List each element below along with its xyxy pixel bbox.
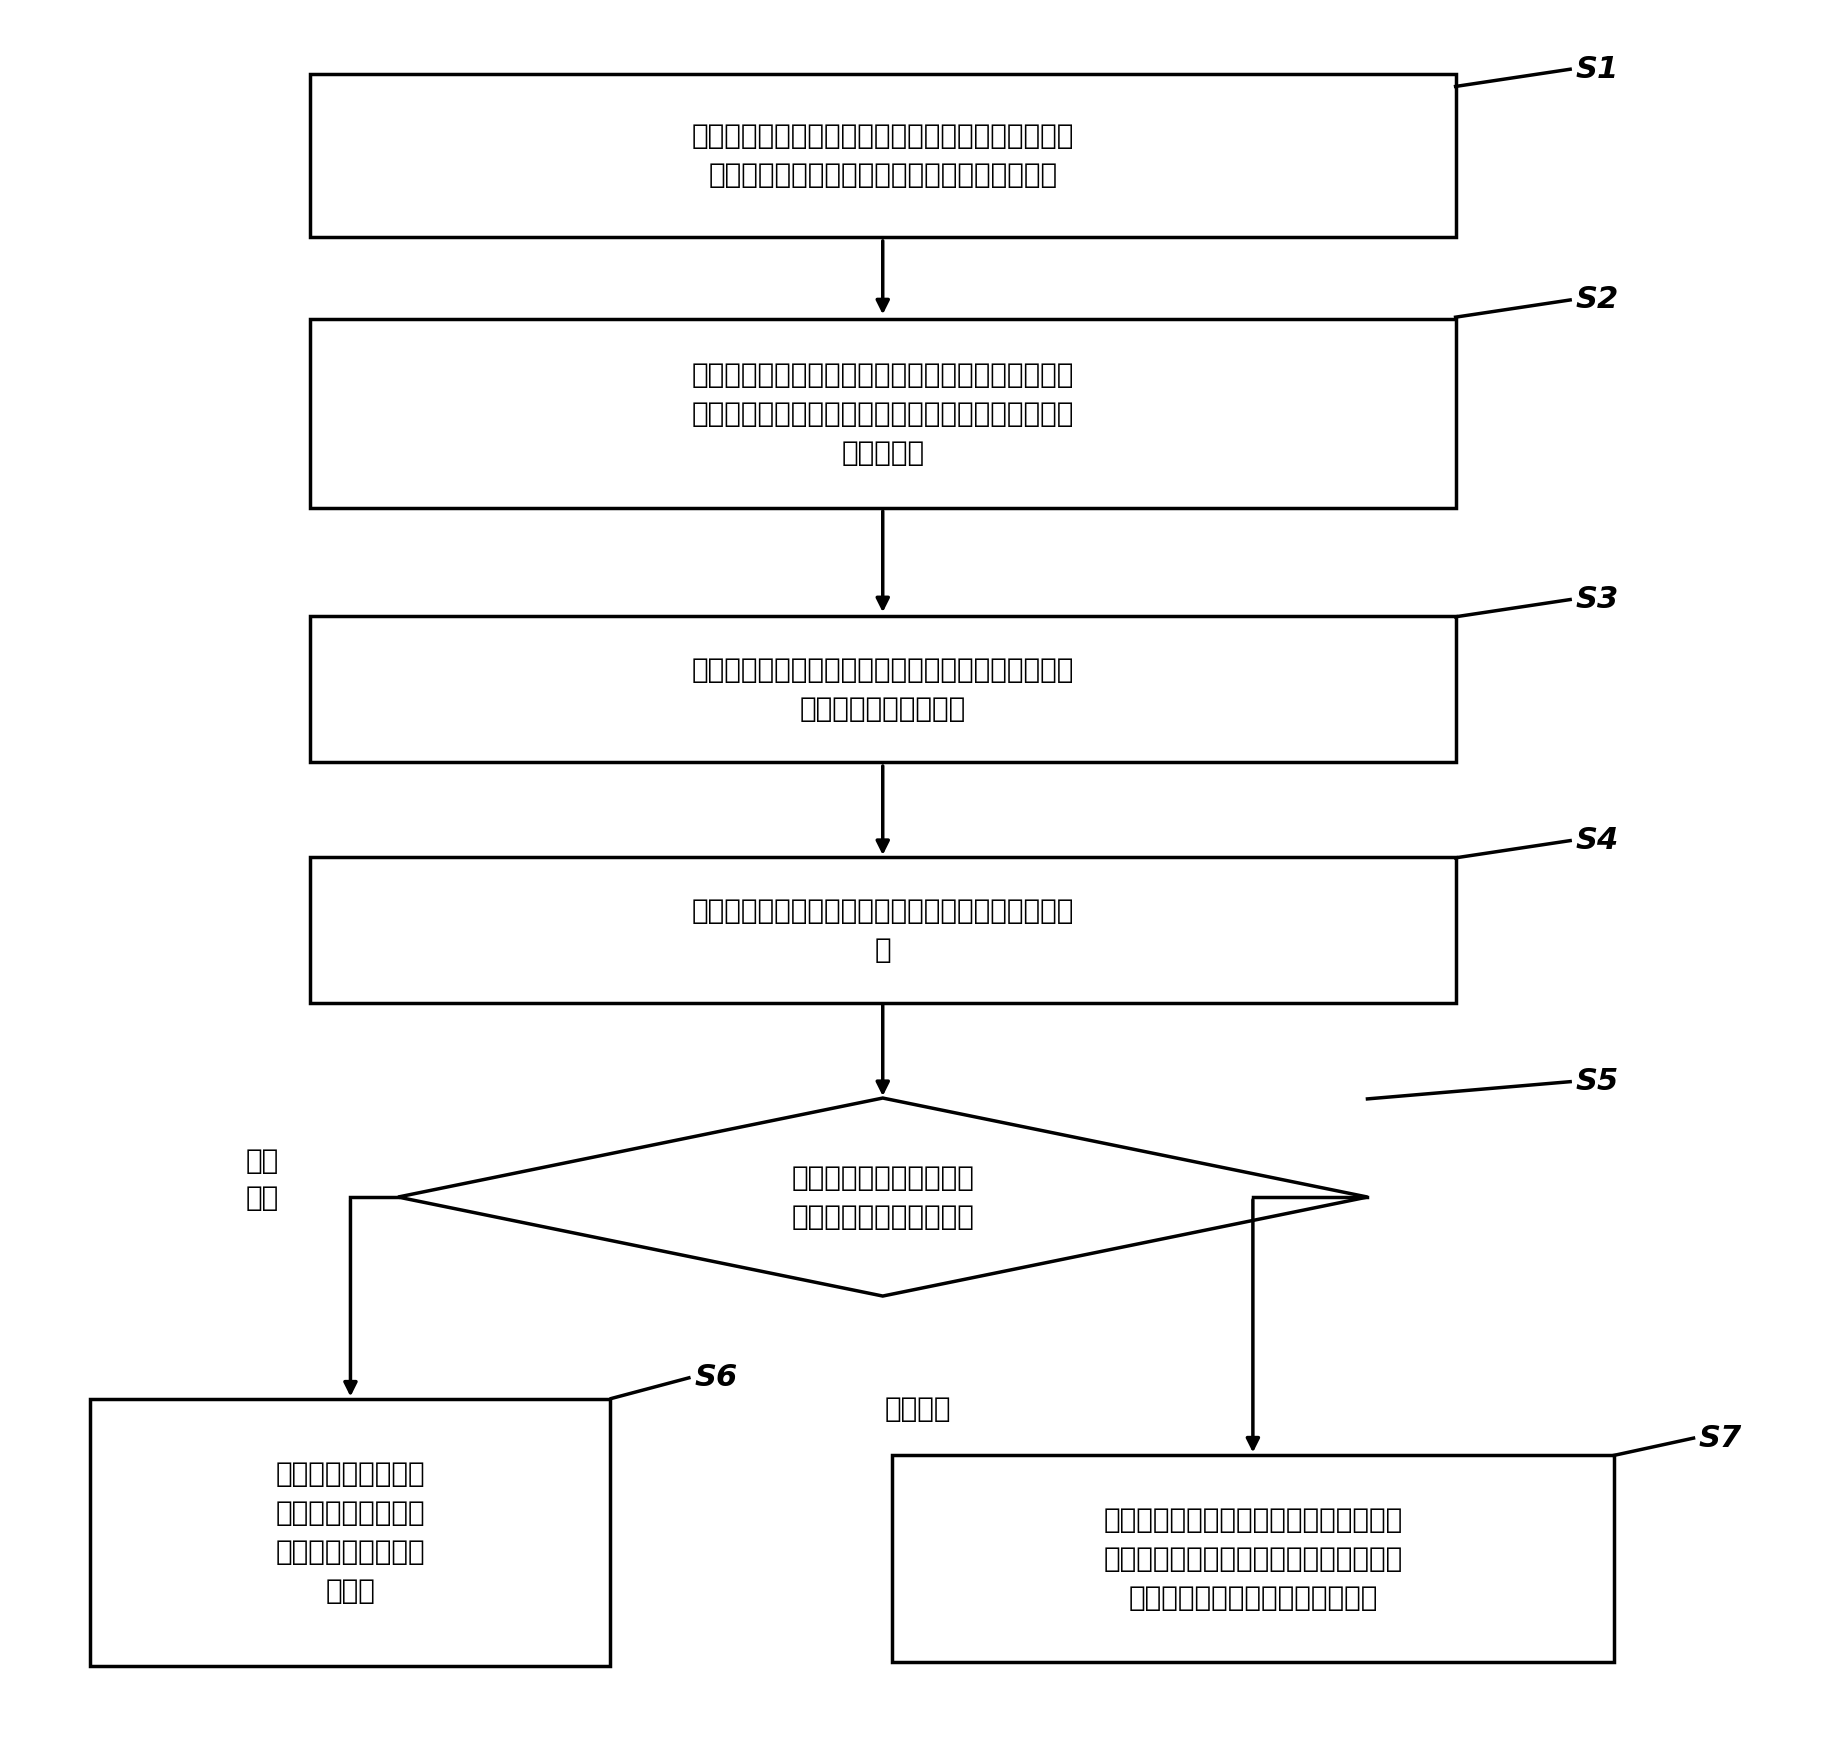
Text: 主要参数: 主要参数 xyxy=(885,1395,951,1423)
FancyBboxPatch shape xyxy=(310,857,1456,1003)
Text: 根据所述待测参数的关联性，调整所述数
值对应的初始阈值范围或者与所述数值相
关的其它待测参数的初始阈值范围: 根据所述待测参数的关联性，调整所述数 值对应的初始阈值范围或者与所述数值相 关的… xyxy=(1103,1506,1403,1611)
Text: 增大所述数值对应的
初始阈值范围，使所
述数值位于新的阈值
范围内: 增大所述数值对应的 初始阈值范围，使所 述数值位于新的阈值 范围内 xyxy=(275,1460,426,1606)
Text: S7: S7 xyxy=(1698,1423,1742,1453)
Text: S6: S6 xyxy=(694,1363,738,1392)
Text: 对所述待测参数进行分类，将与其它待测参数存在关
联性的待测参数设置为主要参数，剩余待测参数设置
为一般参数: 对所述待测参数进行分类，将与其它待测参数存在关 联性的待测参数设置为主要参数，剩… xyxy=(692,360,1074,467)
Text: 提供多个待测参数，建立所述待测参数之间的关联性
，且分别为每个所述待测参数设定初始阈值范围: 提供多个待测参数，建立所述待测参数之间的关联性 ，且分别为每个所述待测参数设定初… xyxy=(692,121,1074,188)
Text: S3: S3 xyxy=(1575,585,1619,613)
FancyBboxPatch shape xyxy=(310,74,1456,237)
Text: 判断超出范围的所述数值
是主要参数还是一般参数: 判断超出范围的所述数值 是主要参数还是一般参数 xyxy=(791,1163,975,1230)
Text: S2: S2 xyxy=(1575,285,1619,315)
Text: S5: S5 xyxy=(1575,1066,1619,1096)
FancyBboxPatch shape xyxy=(310,320,1456,508)
FancyBboxPatch shape xyxy=(892,1455,1614,1662)
Text: 获取每个待测参数的数值，并比较所述数值是否位于
对应的初始阈值范围内: 获取每个待测参数的数值，并比较所述数值是否位于 对应的初始阈值范围内 xyxy=(692,655,1074,722)
FancyBboxPatch shape xyxy=(90,1399,610,1666)
Text: S4: S4 xyxy=(1575,826,1619,856)
Text: 当发生所述数值超出对应的初始阈值范围时，进行报
警: 当发生所述数值超出对应的初始阈值范围时，进行报 警 xyxy=(692,896,1074,963)
Text: 一般
参数: 一般 参数 xyxy=(246,1147,279,1212)
Text: S1: S1 xyxy=(1575,54,1619,84)
Polygon shape xyxy=(398,1098,1368,1297)
FancyBboxPatch shape xyxy=(310,617,1456,763)
